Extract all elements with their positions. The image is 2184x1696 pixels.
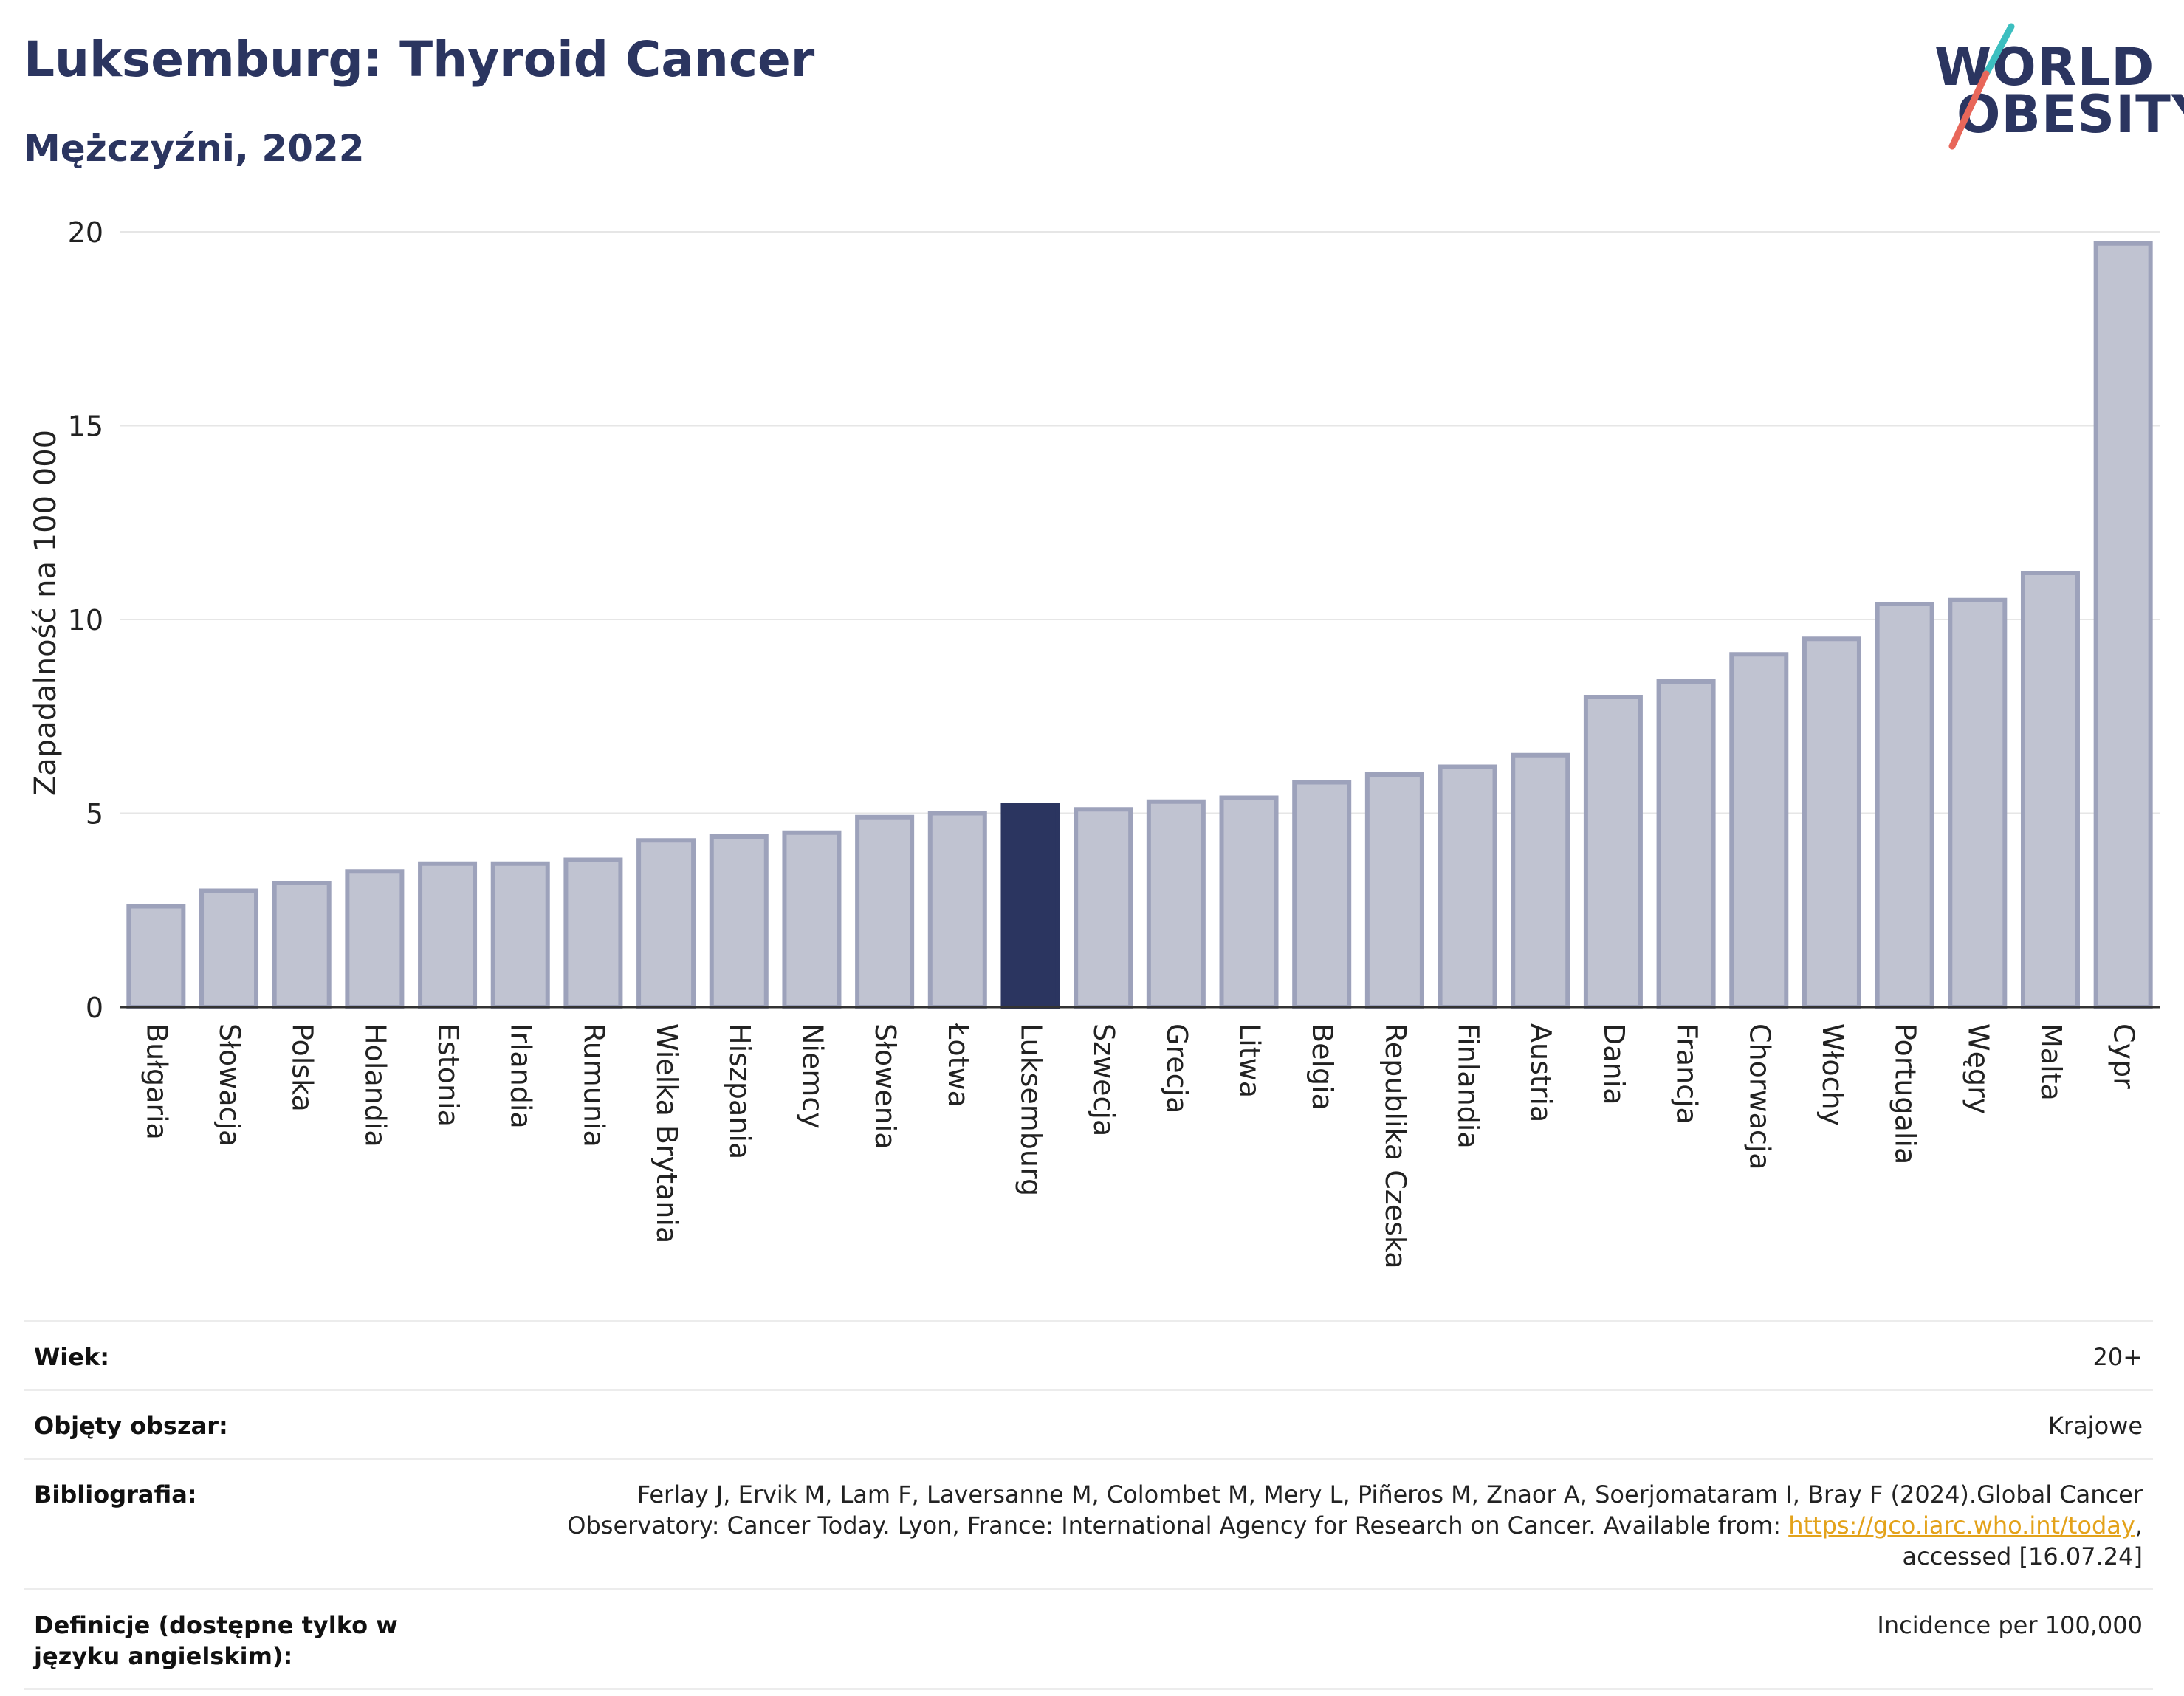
- x-tick-label: Holandia: [359, 1023, 391, 1147]
- x-tick-label: Włochy: [1816, 1023, 1849, 1126]
- bar: [418, 861, 478, 1009]
- info-value: Krajowe: [2047, 1412, 2143, 1440]
- bar: [1583, 695, 1643, 1009]
- chart-subtitle: Mężczyźni, 2022: [24, 127, 365, 170]
- x-tick-label: Grecja: [1161, 1023, 1193, 1113]
- world-obesity-logo: WORLD OBESITY: [1912, 22, 2184, 155]
- bar: [1729, 652, 1789, 1009]
- x-tick-label: Niemcy: [796, 1023, 828, 1129]
- x-tick-label: Bułgaria: [140, 1023, 173, 1140]
- bar: [2020, 571, 2080, 1009]
- info-value: Ferlay J, Ervik M, Lam F, Laversanne M, …: [518, 1479, 2143, 1572]
- bibliography-link[interactable]: https://gco.iarc.who.int/today: [1788, 1511, 2135, 1539]
- bar: [126, 904, 186, 1009]
- bar: [636, 838, 696, 1009]
- x-tick-label: Hiszpania: [724, 1023, 756, 1159]
- bibliography-accessed: , accessed [16.07.24]: [1902, 1511, 2143, 1570]
- y-tick-label: 0: [86, 992, 103, 1024]
- bar: [709, 834, 769, 1009]
- bar: [1292, 780, 1352, 1009]
- x-tick-label: Finlandia: [1452, 1023, 1485, 1149]
- x-tick-label: Belgia: [1306, 1023, 1339, 1110]
- x-tick-label: Francja: [1671, 1023, 1703, 1125]
- x-tick-label: Estonia: [432, 1023, 464, 1127]
- logo-text-world: WORLD: [1934, 37, 2155, 97]
- bar: [1146, 799, 1206, 1009]
- bar: [199, 888, 259, 1009]
- info-table: Wiek: 20+ Objęty obszar: Krajowe Bibliog…: [24, 1320, 2153, 1690]
- x-tick-label: Węgry: [1962, 1023, 1994, 1114]
- x-tick-label: Dania: [1598, 1023, 1630, 1105]
- x-tick-label: Słowacja: [213, 1023, 246, 1147]
- bar: [272, 881, 332, 1009]
- x-tick-label: Szwecja: [1088, 1023, 1120, 1136]
- info-row-bibliography: Bibliografia: Ferlay J, Ervik M, Lam F, …: [24, 1458, 2153, 1588]
- y-tick-label: 5: [86, 798, 103, 831]
- x-tick-label: Cypr: [2108, 1023, 2140, 1089]
- info-label: Bibliografia:: [34, 1480, 197, 1508]
- bar: [1438, 764, 1497, 1009]
- x-tick-label: Luksemburg: [1014, 1023, 1047, 1196]
- bar: [490, 861, 550, 1009]
- info-label: Objęty obszar:: [34, 1412, 228, 1440]
- bar: [1802, 636, 1861, 1009]
- chart-title: Luksemburg: Thyroid Cancer: [24, 31, 815, 88]
- bar: [1875, 602, 1934, 1009]
- bar: [1219, 795, 1279, 1009]
- x-tick-label: Portugalia: [1889, 1023, 1922, 1164]
- info-label: Wiek:: [34, 1343, 110, 1371]
- bar: [1656, 679, 1716, 1009]
- logo-slash-icon: [1948, 23, 2015, 150]
- bar: [1511, 752, 1570, 1009]
- x-tick-label: Irlandia: [505, 1023, 538, 1129]
- info-row-definitions: Definicje (dostępne tylko w języku angie…: [24, 1588, 2153, 1690]
- y-tick-label: 15: [68, 411, 103, 443]
- x-tick-label: Litwa: [1234, 1023, 1266, 1098]
- bar: [782, 830, 842, 1009]
- y-tick-label: 10: [68, 604, 103, 636]
- bar: [1364, 772, 1424, 1009]
- bar: [2093, 241, 2153, 1009]
- y-tick-label: 20: [68, 216, 103, 249]
- bar: [563, 857, 623, 1009]
- logo-text-obesity: OBESITY: [1957, 84, 2184, 145]
- x-tick-label: Malta: [2035, 1023, 2067, 1101]
- info-row-age: Wiek: 20+: [24, 1320, 2153, 1389]
- x-tick-label: Austria: [1525, 1023, 1557, 1122]
- info-value: 20+: [2092, 1343, 2143, 1371]
- x-tick-label: Słowenia: [869, 1023, 902, 1150]
- x-tick-label: Wielka Brytania: [650, 1023, 683, 1243]
- bibliography-text: Ferlay J, Ervik M, Lam F, Laversanne M, …: [567, 1480, 2143, 1539]
- x-tick-label: Łotwa: [942, 1023, 975, 1108]
- bar: [345, 869, 405, 1009]
- info-row-area: Objęty obszar: Krajowe: [24, 1389, 2153, 1458]
- bar: [1000, 803, 1060, 1009]
- x-tick-label: Republika Czeska: [1379, 1023, 1412, 1269]
- x-tick-label: Polska: [286, 1023, 319, 1112]
- bar: [1074, 807, 1133, 1009]
- bar: [1948, 597, 2008, 1009]
- x-tick-label: Chorwacja: [1743, 1023, 1776, 1170]
- x-tick-label: Rumunia: [577, 1023, 610, 1147]
- info-value: Incidence per 100,000: [1877, 1611, 2143, 1639]
- info-label: Definicje (dostępne tylko w języku angie…: [34, 1611, 398, 1670]
- bar: [855, 814, 915, 1009]
- bar: [927, 811, 987, 1009]
- bar-chart: 0 5 10 15 20 Bułgaria Słowacja Polska Holandia Es…: [68, 216, 2160, 1269]
